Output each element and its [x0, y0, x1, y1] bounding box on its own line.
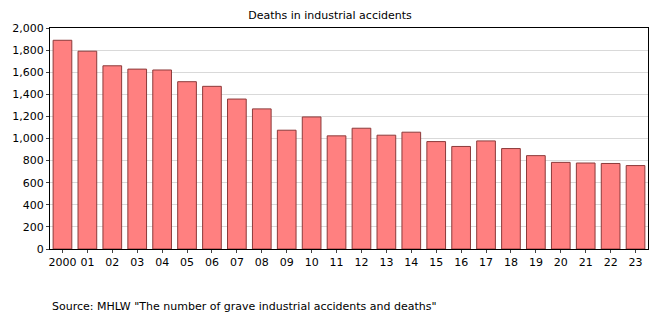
svg-text:200: 200 [23, 221, 44, 234]
svg-text:13: 13 [379, 256, 393, 269]
svg-text:1,200: 1,200 [12, 110, 44, 123]
svg-text:2000: 2000 [48, 256, 76, 269]
svg-text:20: 20 [554, 256, 568, 269]
svg-text:17: 17 [479, 256, 493, 269]
svg-text:09: 09 [280, 256, 294, 269]
svg-text:05: 05 [180, 256, 194, 269]
svg-text:12: 12 [354, 256, 368, 269]
svg-text:10: 10 [305, 256, 319, 269]
svg-text:400: 400 [23, 199, 44, 212]
svg-text:11: 11 [330, 256, 344, 269]
svg-text:800: 800 [23, 154, 44, 167]
svg-text:Deaths in industrial accidents: Deaths in industrial accidents [248, 9, 412, 22]
svg-text:600: 600 [23, 177, 44, 190]
svg-text:18: 18 [504, 256, 518, 269]
svg-text:1,800: 1,800 [12, 44, 44, 57]
svg-text:Source: MHLW "The number of gr: Source: MHLW "The number of grave indust… [52, 300, 437, 313]
svg-text:03: 03 [130, 256, 144, 269]
svg-text:07: 07 [230, 256, 244, 269]
svg-text:06: 06 [205, 256, 219, 269]
svg-text:1,600: 1,600 [12, 66, 44, 79]
svg-text:14: 14 [404, 256, 418, 269]
svg-text:01: 01 [80, 256, 94, 269]
svg-text:15: 15 [429, 256, 443, 269]
svg-text:04: 04 [155, 256, 169, 269]
svg-text:22: 22 [604, 256, 618, 269]
svg-text:2,000: 2,000 [12, 22, 44, 35]
svg-text:23: 23 [629, 256, 643, 269]
svg-text:16: 16 [454, 256, 468, 269]
svg-text:08: 08 [255, 256, 269, 269]
svg-text:1,000: 1,000 [12, 132, 44, 145]
svg-text:19: 19 [529, 256, 543, 269]
svg-text:0: 0 [37, 243, 44, 256]
svg-text:1,400: 1,400 [12, 88, 44, 101]
svg-text:02: 02 [105, 256, 119, 269]
svg-text:21: 21 [579, 256, 593, 269]
